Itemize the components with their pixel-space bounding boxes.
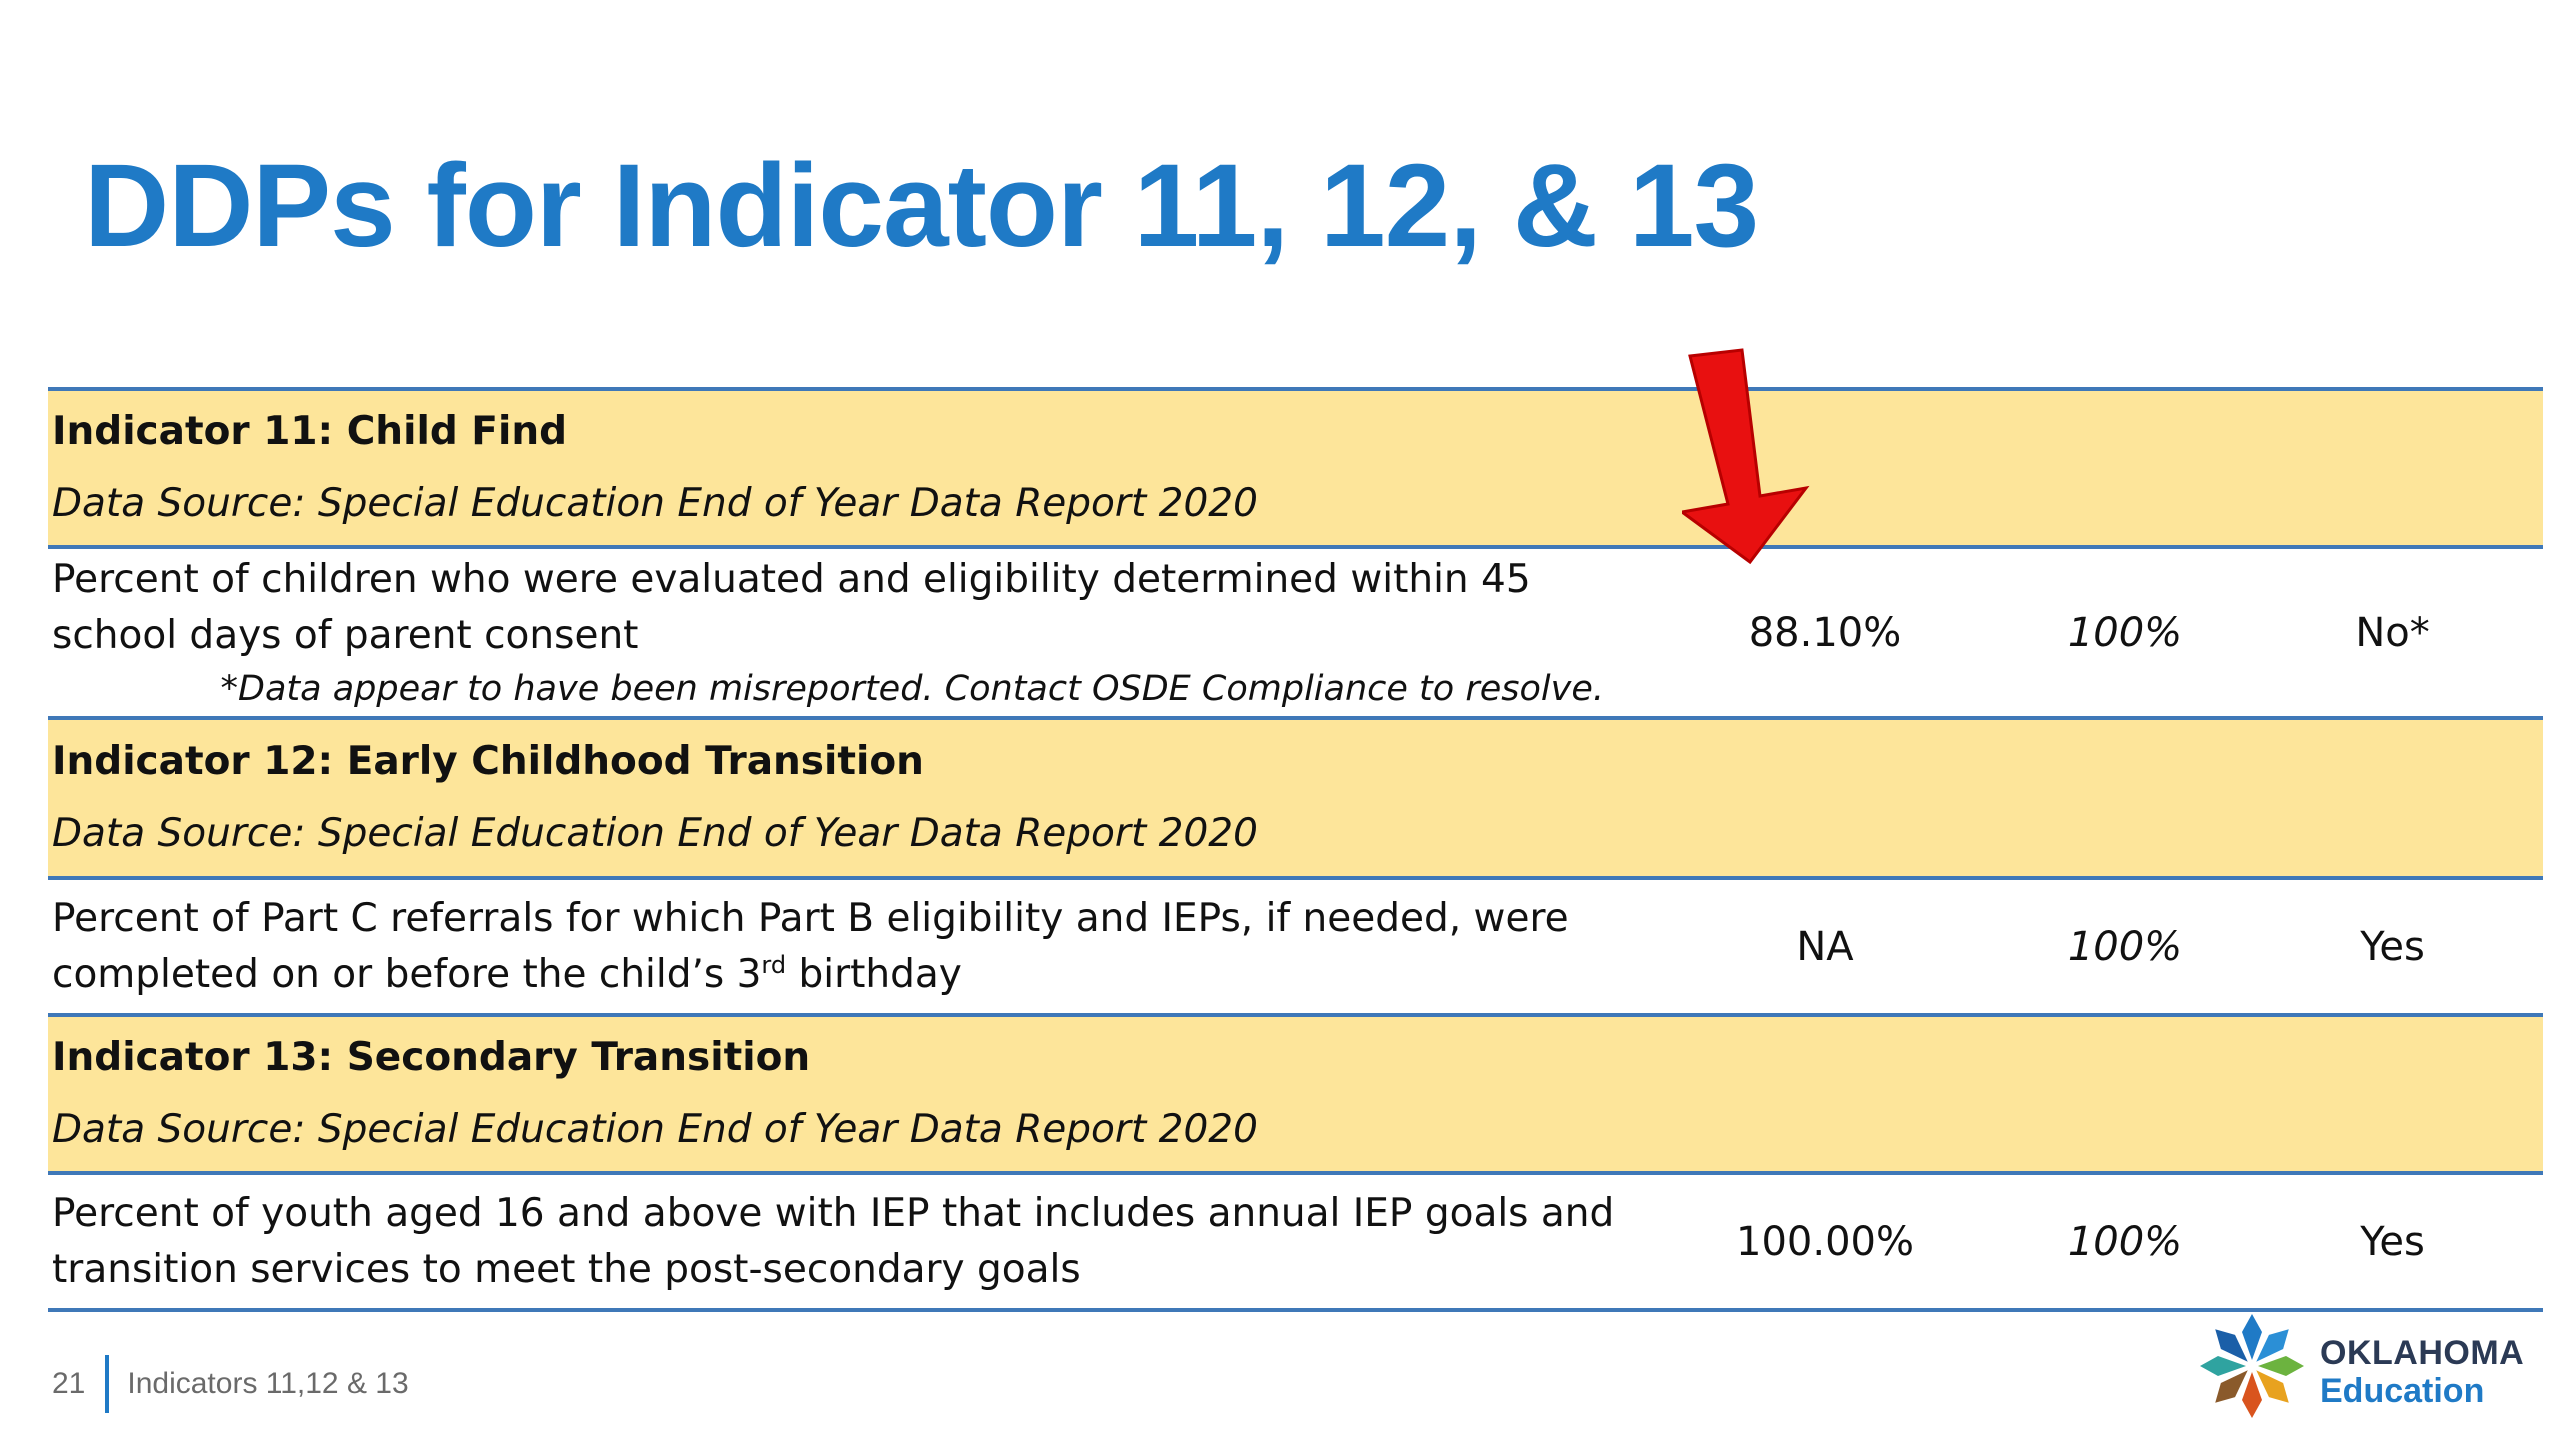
indicator-13-title: Indicator 13: Secondary Transition [52, 1035, 811, 1080]
indicator-12-description-superscript: rd [761, 950, 787, 979]
indicator-12-row: Percent of Part C referrals for which Pa… [48, 878, 2544, 1017]
indicator-12-value: NA [1638, 878, 2008, 1017]
ddp-table: Indicator 11: Child Find Data Source: Sp… [48, 387, 2544, 1312]
indicator-12-description: Percent of Part C referrals for which Pa… [52, 896, 1569, 997]
footer-divider [105, 1355, 110, 1413]
indicator-11-note: *Data appear to have been misreported. C… [220, 668, 1604, 709]
logo-text: OKLAHOMA Education [2320, 1334, 2524, 1410]
indicator-13-description: Percent of youth aged 16 and above with … [52, 1190, 1615, 1292]
indicator-13-source: Data Source: Special Education End of Ye… [52, 1107, 1258, 1152]
indicator-12-met: Yes [2238, 878, 2544, 1017]
indicator-12-description-end: birthday [786, 951, 962, 997]
indicator-13-met: Yes [2238, 1173, 2544, 1312]
indicator-12-header-cell: Indicator 12: Early Childhood Transition… [48, 718, 2544, 880]
oklahoma-education-logo: OKLAHOMA Education [2196, 1310, 2536, 1418]
logo-line-2: Education [2320, 1372, 2485, 1410]
indicator-11-value: 88.10% [1638, 547, 2008, 720]
indicator-13-description-cell: Percent of youth aged 16 and above with … [48, 1173, 1638, 1312]
indicator-13-header: Indicator 13: Secondary Transition Data … [48, 1015, 2544, 1175]
indicator-12-description-text: Percent of Part C referrals for which Pa… [52, 895, 1569, 997]
indicator-11-source: Data Source: Special Education End of Ye… [52, 481, 1258, 526]
indicator-12-target: 100% [2008, 878, 2238, 1017]
indicator-11-met: No* [2238, 547, 2544, 720]
indicator-11-title: Indicator 11: Child Find [52, 409, 567, 454]
indicator-13-target: 100% [2008, 1173, 2238, 1312]
indicator-11-row: Percent of children who were evaluated a… [48, 547, 2544, 720]
indicator-13-header-cell: Indicator 13: Secondary Transition Data … [48, 1015, 2544, 1175]
indicator-11-description: Percent of children who were evaluated a… [52, 556, 1531, 658]
indicator-12-header: Indicator 12: Early Childhood Transition… [48, 718, 2544, 880]
logo-line-1: OKLAHOMA [2320, 1334, 2525, 1372]
indicator-11-header: Indicator 11: Child Find Data Source: Sp… [48, 387, 2544, 549]
indicator-11-description-cell: Percent of children who were evaluated a… [48, 547, 1638, 720]
indicator-12-description-cell: Percent of Part C referrals for which Pa… [48, 878, 1638, 1017]
red-arrow-icon [1682, 348, 1810, 565]
star-logo-icon [2200, 1314, 2304, 1418]
footer: 21 Indicators 11,12 & 13 [52, 1355, 409, 1413]
indicator-12-source: Data Source: Special Education End of Ye… [52, 811, 1258, 856]
indicator-13-row: Percent of youth aged 16 and above with … [48, 1173, 2544, 1312]
page-number: 21 [52, 1367, 86, 1400]
indicator-12-title: Indicator 12: Early Childhood Transition [52, 739, 924, 784]
indicator-13-value: 100.00% [1638, 1173, 2008, 1312]
footer-section: Indicators 11,12 & 13 [127, 1367, 409, 1400]
indicator-11-target: 100% [2008, 547, 2238, 720]
slide-title: DDPs for Indicator 11, 12, & 13 [84, 140, 1759, 272]
indicator-11-header-cell: Indicator 11: Child Find Data Source: Sp… [48, 387, 2544, 549]
